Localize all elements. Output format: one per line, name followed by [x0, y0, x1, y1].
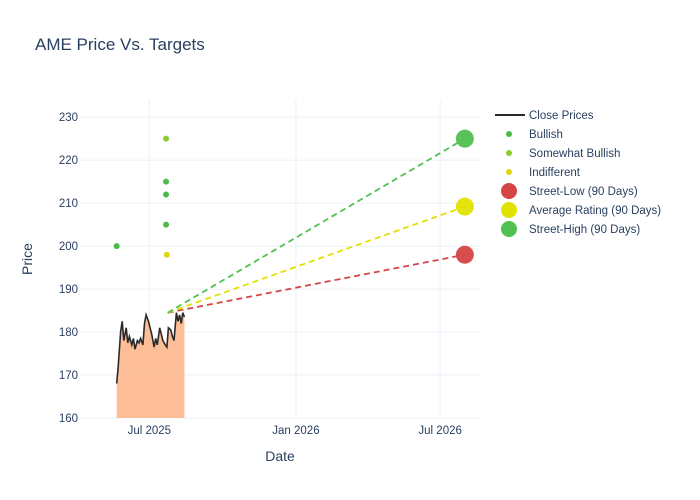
target-markers-layer	[455, 129, 474, 264]
y-tick-label: 230	[59, 112, 78, 124]
y-tick-label: 190	[59, 284, 78, 296]
x-tick-label: Jan 2026	[272, 425, 319, 437]
legend-item[interactable]: Average Rating (90 Days)	[501, 202, 661, 218]
legend-item[interactable]: Somewhat Bullish	[506, 148, 620, 160]
legend-label: Indifferent	[529, 167, 581, 179]
rating-point	[163, 178, 170, 185]
legend-item[interactable]: Indifferent	[506, 167, 581, 179]
y-axis-title: Price	[19, 243, 35, 275]
close-price-area	[116, 312, 185, 418]
legend-marker-swatch	[501, 183, 517, 199]
ratings-layer	[113, 135, 170, 258]
y-tick-label: 180	[59, 327, 78, 339]
legend-item[interactable]: Street-High (90 Days)	[501, 221, 640, 237]
legend-label: Average Rating (90 Days)	[529, 205, 661, 217]
target-line-0	[167, 253, 466, 314]
y-tick-label: 160	[59, 413, 78, 425]
y-tick-label: 210	[59, 198, 78, 210]
target-line-1	[167, 205, 466, 314]
target-lines-layer	[167, 137, 466, 314]
y-tick-label: 200	[59, 241, 78, 253]
target-marker-1	[455, 197, 474, 216]
legend-dot-swatch	[506, 169, 512, 175]
close-price-line	[115, 311, 186, 384]
rating-point	[113, 243, 120, 250]
legend-label: Street-High (90 Days)	[529, 224, 640, 236]
tick-labels-layer: 160 170 180 190 200 210 220 230 Jul 2025 Jan 2026…	[59, 112, 462, 437]
legend-label: Close Prices	[529, 110, 594, 122]
rating-point	[163, 251, 170, 258]
legend[interactable]: Close Prices Bullish Somewhat Bullish Indif…	[495, 110, 661, 237]
legend-item[interactable]: Close Prices	[495, 110, 594, 122]
legend-label: Street-Low (90 Days)	[529, 186, 638, 198]
y-tick-label: 220	[59, 155, 78, 167]
rating-point	[163, 135, 170, 142]
target-line-2	[167, 137, 466, 314]
target-marker-0	[455, 245, 474, 264]
close-line-layer	[115, 311, 186, 384]
legend-label: Somewhat Bullish	[529, 148, 620, 160]
x-axis-title: Date	[265, 448, 295, 464]
target-marker-2	[455, 129, 474, 148]
legend-marker-swatch	[501, 202, 517, 218]
legend-dot-swatch	[506, 150, 512, 156]
legend-item[interactable]: Street-Low (90 Days)	[501, 183, 638, 199]
chart-title: AME Price Vs. Targets	[35, 35, 205, 54]
rating-point	[163, 221, 170, 228]
area-layer	[116, 312, 185, 418]
legend-marker-swatch	[501, 221, 517, 237]
y-tick-label: 170	[59, 370, 78, 382]
x-tick-label: Jul 2026	[418, 425, 461, 437]
x-tick-label: Jul 2025	[128, 425, 171, 437]
legend-dot-swatch	[506, 131, 512, 137]
legend-label: Bullish	[529, 129, 563, 141]
rating-point	[163, 191, 170, 198]
legend-item[interactable]: Bullish	[506, 129, 563, 141]
